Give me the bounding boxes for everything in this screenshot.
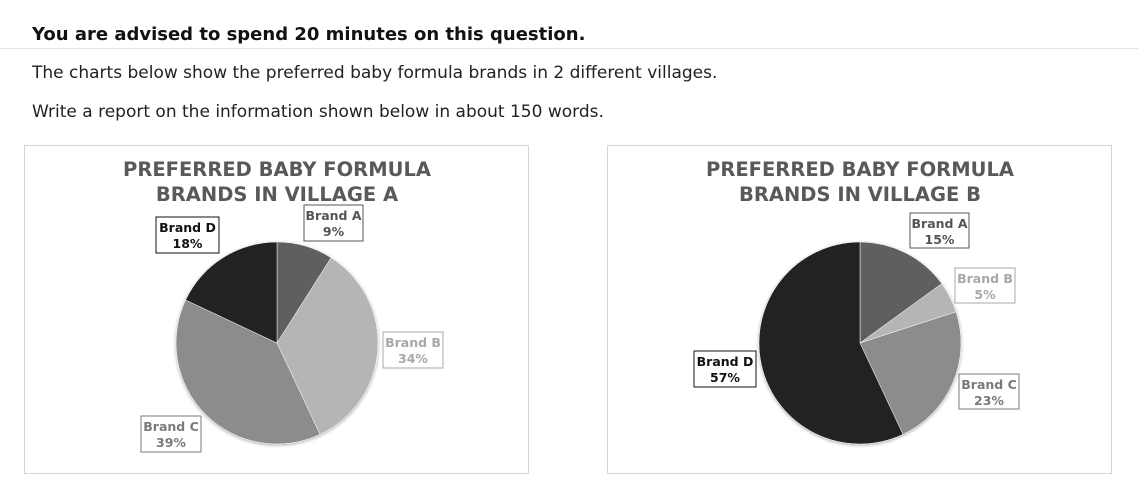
data-label-box (909, 212, 970, 249)
pie-slice-brand-d (758, 241, 904, 445)
data-label-box (382, 331, 444, 369)
data-label-box (693, 350, 757, 388)
data-label-box (958, 373, 1020, 410)
instruction-text: You are advised to spend 20 minutes on t… (32, 24, 586, 45)
chart-village-a: PREFERRED BABY FORMULA BRANDS IN VILLAGE … (24, 145, 529, 474)
data-label-name: Brand D (159, 220, 216, 235)
chart-village-b: PREFERRED BABY FORMULA BRANDS IN VILLAGE … (607, 145, 1112, 474)
data-label-value: 18% (173, 236, 203, 251)
data-label-name: Brand A (912, 216, 968, 231)
task-text: Write a report on the information shown … (32, 102, 604, 122)
data-label-brand-d: Brand D18% (155, 216, 220, 254)
data-label-value: 15% (925, 232, 955, 247)
data-label-value: 9% (323, 224, 345, 239)
chart-description: The charts below show the preferred baby… (32, 63, 718, 83)
data-label-brand-c: Brand C23% (958, 373, 1020, 410)
data-label-value: 5% (974, 287, 996, 302)
chart-title-line-1: PREFERRED BABY FORMULA (123, 158, 431, 181)
pie-slices (758, 241, 962, 445)
data-label-brand-b: Brand B34% (382, 331, 444, 369)
pie-slice-brand-b (276, 257, 379, 435)
chart-title-line-2: BRANDS IN VILLAGE A (156, 183, 398, 206)
data-label-brand-a: Brand A15% (909, 212, 970, 249)
data-label-name: Brand B (957, 271, 1013, 286)
chart-title-line-2: BRANDS IN VILLAGE B (739, 183, 981, 206)
chart-title-line-1: PREFERRED BABY FORMULA (706, 158, 1014, 181)
data-label-name: Brand C (961, 377, 1017, 392)
data-label-value: 57% (710, 370, 740, 385)
pie-slice-brand-c (859, 311, 962, 435)
data-label-name: Brand D (697, 354, 754, 369)
data-label-value: 34% (398, 351, 428, 366)
pie-slices (175, 241, 379, 445)
data-label-box (954, 267, 1016, 304)
data-label-name: Brand B (385, 335, 441, 350)
data-label-name: Brand C (143, 419, 199, 434)
data-label-box (303, 204, 364, 242)
data-label-brand-b: Brand B5% (954, 267, 1016, 304)
header-band (0, 0, 1139, 49)
pie-slice-brand-c (175, 299, 321, 445)
data-label-box (140, 415, 202, 453)
pie-slice-brand-a (859, 241, 943, 344)
data-label-value: 23% (974, 393, 1004, 408)
data-label-brand-d: Brand D57% (693, 350, 757, 388)
data-label-brand-c: Brand C39% (140, 415, 202, 453)
data-label-name: Brand A (306, 208, 362, 223)
data-label-value: 39% (156, 435, 186, 450)
pie-slice-brand-d (185, 241, 278, 344)
data-label-brand-a: Brand A9% (303, 204, 364, 242)
data-label-box (155, 216, 220, 254)
